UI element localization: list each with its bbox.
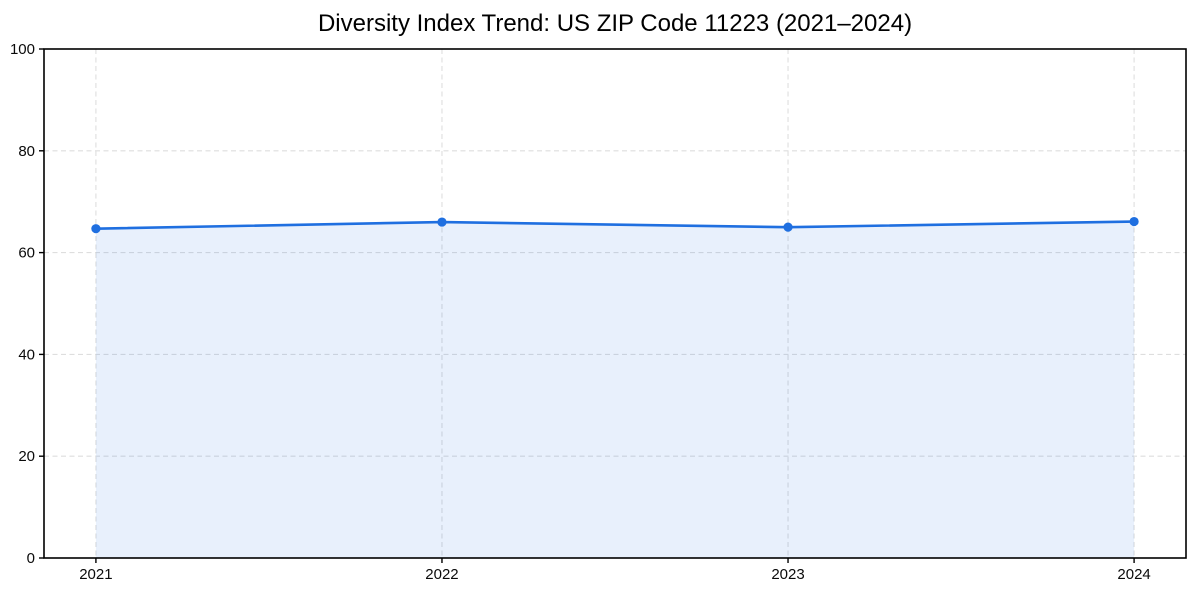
data-point-2021 xyxy=(91,224,101,234)
y-tick-label: 60 xyxy=(18,245,35,262)
y-tick-label: 100 xyxy=(10,41,35,58)
x-tick-label: 2021 xyxy=(79,566,112,583)
plot-area: 0 20 40 60 80 100 2021 2022 2023 2024 xyxy=(10,41,1187,583)
y-tick-label: 0 xyxy=(27,550,35,567)
x-tick-label: 2022 xyxy=(425,566,458,583)
y-tick-label: 20 xyxy=(18,448,35,465)
chart-title: Diversity Index Trend: US ZIP Code 11223… xyxy=(318,10,912,37)
x-tick-label: 2023 xyxy=(771,566,804,583)
y-tick-label: 40 xyxy=(18,346,35,363)
trend-line xyxy=(94,220,1136,230)
area-fill xyxy=(95,221,1135,558)
data-point-2024 xyxy=(1129,216,1139,227)
data-point-2023 xyxy=(783,222,793,232)
data-point-2022 xyxy=(437,217,447,227)
x-tick-label: 2024 xyxy=(1117,566,1150,583)
plot-frame xyxy=(43,48,1187,559)
y-tick-label: 80 xyxy=(18,143,35,160)
